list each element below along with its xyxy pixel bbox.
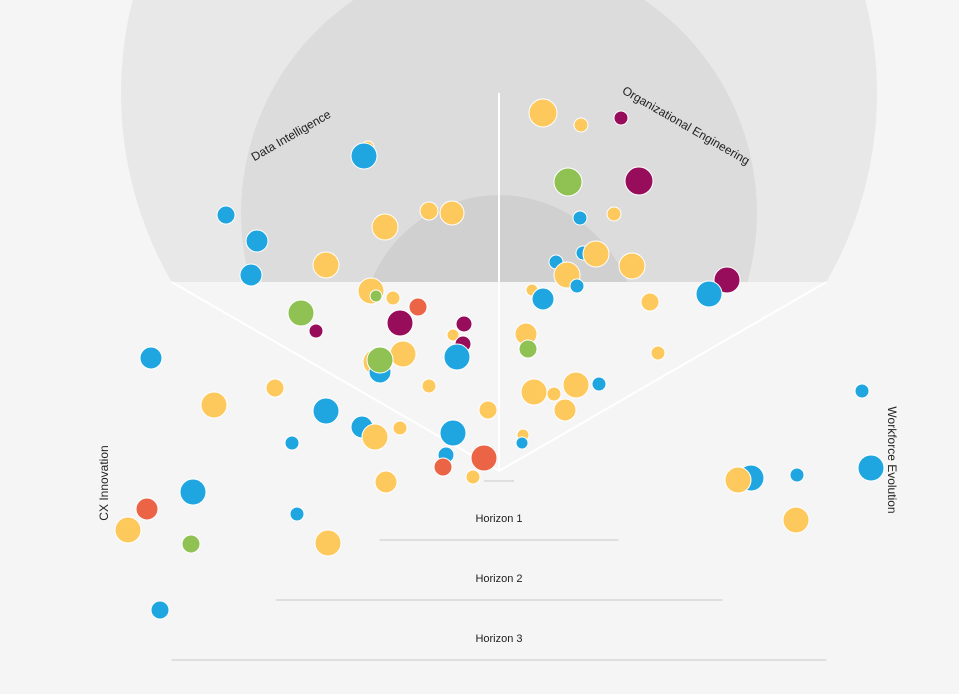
blip-red[interactable]: [408, 297, 428, 317]
blip-blue[interactable]: [854, 383, 870, 399]
blip-blue[interactable]: [350, 142, 378, 170]
blip-green[interactable]: [287, 299, 315, 327]
blip-yellow[interactable]: [385, 290, 401, 306]
blip-yellow[interactable]: [546, 386, 562, 402]
ring-horizon-2: [241, 0, 757, 402]
blip-green[interactable]: [518, 339, 538, 359]
blip-red[interactable]: [135, 497, 159, 521]
blip-yellow[interactable]: [606, 206, 622, 222]
horizon-3-label: Horizon 3: [475, 633, 522, 645]
blip-yellow[interactable]: [650, 345, 666, 361]
blip-yellow[interactable]: [618, 252, 646, 280]
blip-yellow[interactable]: [478, 400, 498, 420]
blip-blue[interactable]: [857, 454, 885, 482]
blip-purple[interactable]: [613, 110, 629, 126]
blip-blue[interactable]: [695, 280, 723, 308]
blip-yellow[interactable]: [520, 378, 548, 406]
blip-yellow[interactable]: [562, 371, 590, 399]
blip-yellow[interactable]: [446, 328, 460, 342]
blip-yellow[interactable]: [724, 466, 752, 494]
blip-blue[interactable]: [216, 205, 236, 225]
blip-blue[interactable]: [239, 263, 263, 287]
blip-red[interactable]: [433, 457, 453, 477]
blip-green[interactable]: [369, 289, 383, 303]
blip-green[interactable]: [553, 167, 583, 197]
blip-blue[interactable]: [591, 376, 607, 392]
blip-red[interactable]: [470, 444, 498, 472]
blip-blue[interactable]: [312, 397, 340, 425]
blip-blue[interactable]: [515, 436, 529, 450]
blip-blue[interactable]: [572, 210, 588, 226]
blip-yellow[interactable]: [200, 391, 228, 419]
horizon-2-label: Horizon 2: [475, 573, 522, 585]
blip-yellow[interactable]: [114, 516, 142, 544]
blip-yellow[interactable]: [573, 117, 589, 133]
blip-yellow[interactable]: [314, 529, 342, 557]
blip-yellow[interactable]: [640, 292, 660, 312]
blip-green[interactable]: [181, 534, 201, 554]
blip-blue[interactable]: [531, 287, 555, 311]
blip-yellow[interactable]: [312, 251, 340, 279]
blip-blue[interactable]: [179, 478, 207, 506]
blip-purple[interactable]: [308, 323, 324, 339]
blip-purple[interactable]: [386, 309, 414, 337]
sector-label-cx-innovation: CX Innovation: [97, 445, 111, 520]
blip-yellow[interactable]: [374, 470, 398, 494]
blip-blue[interactable]: [439, 419, 467, 447]
horizon-1-label: Horizon 1: [475, 513, 522, 525]
divider-org-workforce: [498, 281, 827, 472]
sector-label-workforce-evolution: Workforce Evolution: [885, 406, 899, 513]
blip-blue[interactable]: [139, 346, 163, 370]
blip-yellow[interactable]: [371, 213, 399, 241]
blip-blue[interactable]: [284, 435, 300, 451]
ring-horizon-3: [121, 0, 877, 342]
blip-blue[interactable]: [569, 278, 585, 294]
blip-yellow[interactable]: [265, 378, 285, 398]
blip-yellow[interactable]: [439, 200, 465, 226]
blip-yellow[interactable]: [582, 240, 610, 268]
blip-blue[interactable]: [245, 229, 269, 253]
blip-yellow[interactable]: [392, 420, 408, 436]
blip-blue[interactable]: [789, 467, 805, 483]
blip-blue[interactable]: [443, 343, 471, 371]
blip-blue[interactable]: [289, 506, 305, 522]
blip-yellow[interactable]: [419, 201, 439, 221]
blip-purple[interactable]: [713, 266, 741, 294]
blip-yellow[interactable]: [421, 378, 437, 394]
blip-yellow[interactable]: [553, 398, 577, 422]
blip-yellow[interactable]: [361, 423, 389, 451]
blip-yellow[interactable]: [389, 340, 417, 368]
blip-green[interactable]: [366, 346, 394, 374]
blip-yellow[interactable]: [782, 506, 810, 534]
blip-yellow[interactable]: [528, 98, 558, 128]
radar-blips: [114, 98, 885, 620]
blip-yellow[interactable]: [465, 469, 481, 485]
blip-purple[interactable]: [455, 315, 473, 333]
blip-purple[interactable]: [624, 166, 654, 196]
blip-blue[interactable]: [150, 600, 170, 620]
